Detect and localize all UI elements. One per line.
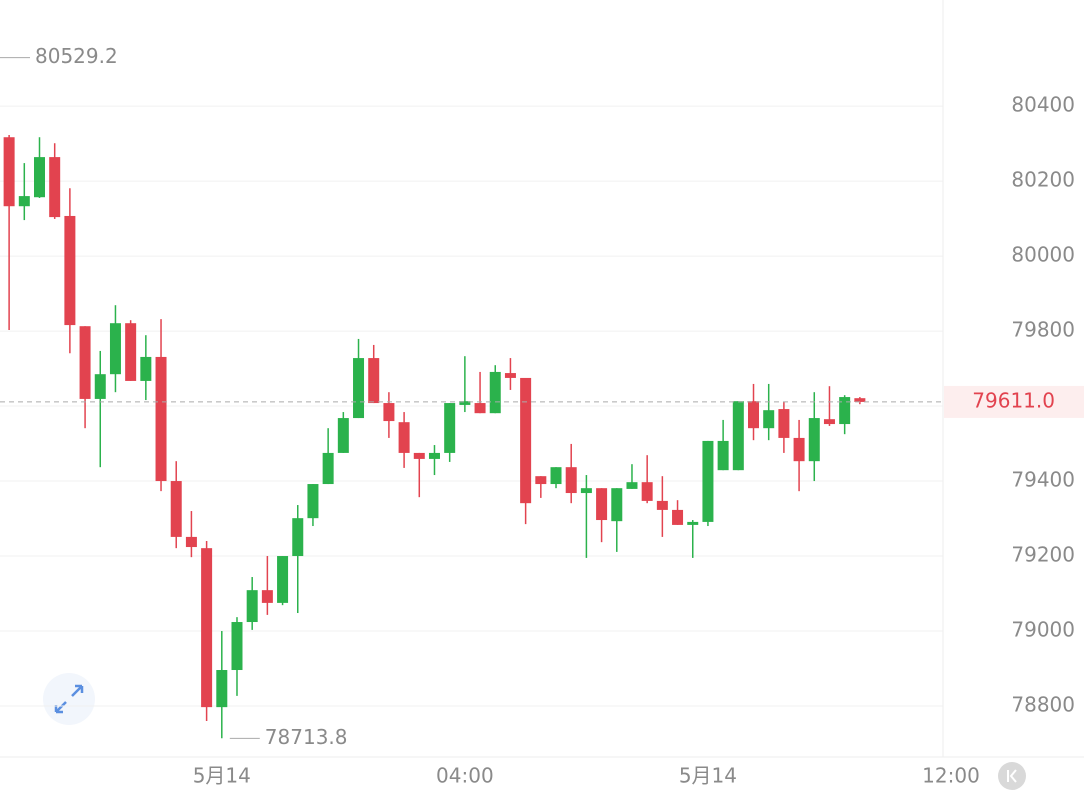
candle-body xyxy=(18,196,30,207)
candle-body xyxy=(656,500,668,510)
candle-body xyxy=(778,409,790,438)
candle-body xyxy=(125,323,137,381)
candle-body xyxy=(185,536,197,548)
candle-body xyxy=(261,590,273,603)
candle-body xyxy=(216,670,228,708)
y-tick-label: 79400 xyxy=(1011,468,1075,492)
candle-body xyxy=(337,418,349,453)
x-tick-label: 04:00 xyxy=(436,764,494,788)
candle-body xyxy=(322,452,334,485)
candle-body xyxy=(277,556,289,603)
candle-body xyxy=(823,419,835,425)
candle-body xyxy=(611,488,623,522)
candle-body xyxy=(459,401,471,405)
candle-body xyxy=(641,482,653,501)
candle-body xyxy=(808,418,820,462)
candle-body xyxy=(64,215,76,326)
candle-body xyxy=(854,398,866,402)
x-tick-label: 12:00 xyxy=(922,764,980,788)
candle-body xyxy=(717,440,729,471)
candle-body xyxy=(793,437,805,462)
candle-body xyxy=(474,403,486,414)
candle-body xyxy=(626,482,638,489)
candle-body xyxy=(489,371,501,414)
candle-body xyxy=(520,377,532,504)
x-tick-label: 5月14 xyxy=(679,764,737,788)
candle-body xyxy=(155,356,167,482)
candle-body xyxy=(353,358,365,419)
candle-body xyxy=(246,590,258,623)
candle-body xyxy=(33,157,45,198)
candle-body xyxy=(763,410,775,429)
y-tick-label: 79200 xyxy=(1011,543,1075,567)
scroll-icon xyxy=(1007,769,1017,783)
candle-body xyxy=(231,622,243,671)
candle-body xyxy=(140,356,152,381)
candle-body xyxy=(504,373,516,378)
expand-bg xyxy=(43,673,95,725)
candle-body xyxy=(839,397,851,425)
y-tick-label: 79800 xyxy=(1011,318,1075,342)
scroll-latest-button[interactable] xyxy=(998,762,1026,790)
candle-body xyxy=(398,422,410,453)
y-tick-label: 80200 xyxy=(1011,168,1075,192)
candle-body xyxy=(79,326,91,399)
candle-body xyxy=(3,137,15,207)
y-tick-label: 78800 xyxy=(1011,693,1075,717)
y-tick-label: 80400 xyxy=(1011,93,1075,117)
candle-body xyxy=(109,323,121,375)
candle-body xyxy=(565,467,577,494)
last-price-label: 79611.0 xyxy=(972,388,1055,412)
candle-body xyxy=(672,509,684,525)
candle-body xyxy=(732,401,744,471)
candle-body xyxy=(292,518,304,557)
candle-body xyxy=(413,452,425,459)
min-label: 78713.8 xyxy=(265,725,348,749)
candle-body xyxy=(201,548,213,708)
candle-body xyxy=(383,403,395,422)
last-price-bg xyxy=(944,385,1084,418)
candle-body xyxy=(94,374,106,399)
max-label: 80529.2 xyxy=(35,44,118,68)
candle-body xyxy=(702,440,714,522)
candle-body xyxy=(444,403,456,453)
expand-icon xyxy=(54,684,84,714)
candle-body xyxy=(428,452,440,459)
candle-body xyxy=(368,358,380,404)
candle-body xyxy=(49,157,61,218)
candle-body xyxy=(580,488,592,494)
y-tick-label: 80000 xyxy=(1011,243,1075,267)
candle-body xyxy=(170,481,182,537)
candle-body xyxy=(550,467,562,485)
x-tick-label: 5月14 xyxy=(193,764,251,788)
expand-button[interactable] xyxy=(43,673,95,725)
candle-body xyxy=(748,401,760,429)
candle-body xyxy=(687,521,699,525)
candle-body xyxy=(596,488,608,521)
y-tick-label: 79000 xyxy=(1011,618,1075,642)
candle-body xyxy=(307,484,319,519)
candle-body xyxy=(535,476,547,485)
